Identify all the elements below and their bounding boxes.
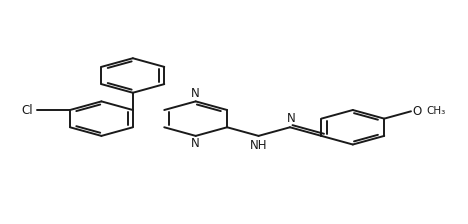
Text: CH₃: CH₃ (426, 106, 446, 116)
Text: NH: NH (250, 139, 267, 152)
Text: O: O (413, 105, 422, 118)
Text: N: N (191, 137, 200, 150)
Text: N: N (286, 112, 295, 125)
Text: Cl: Cl (22, 103, 33, 116)
Text: N: N (191, 87, 200, 100)
